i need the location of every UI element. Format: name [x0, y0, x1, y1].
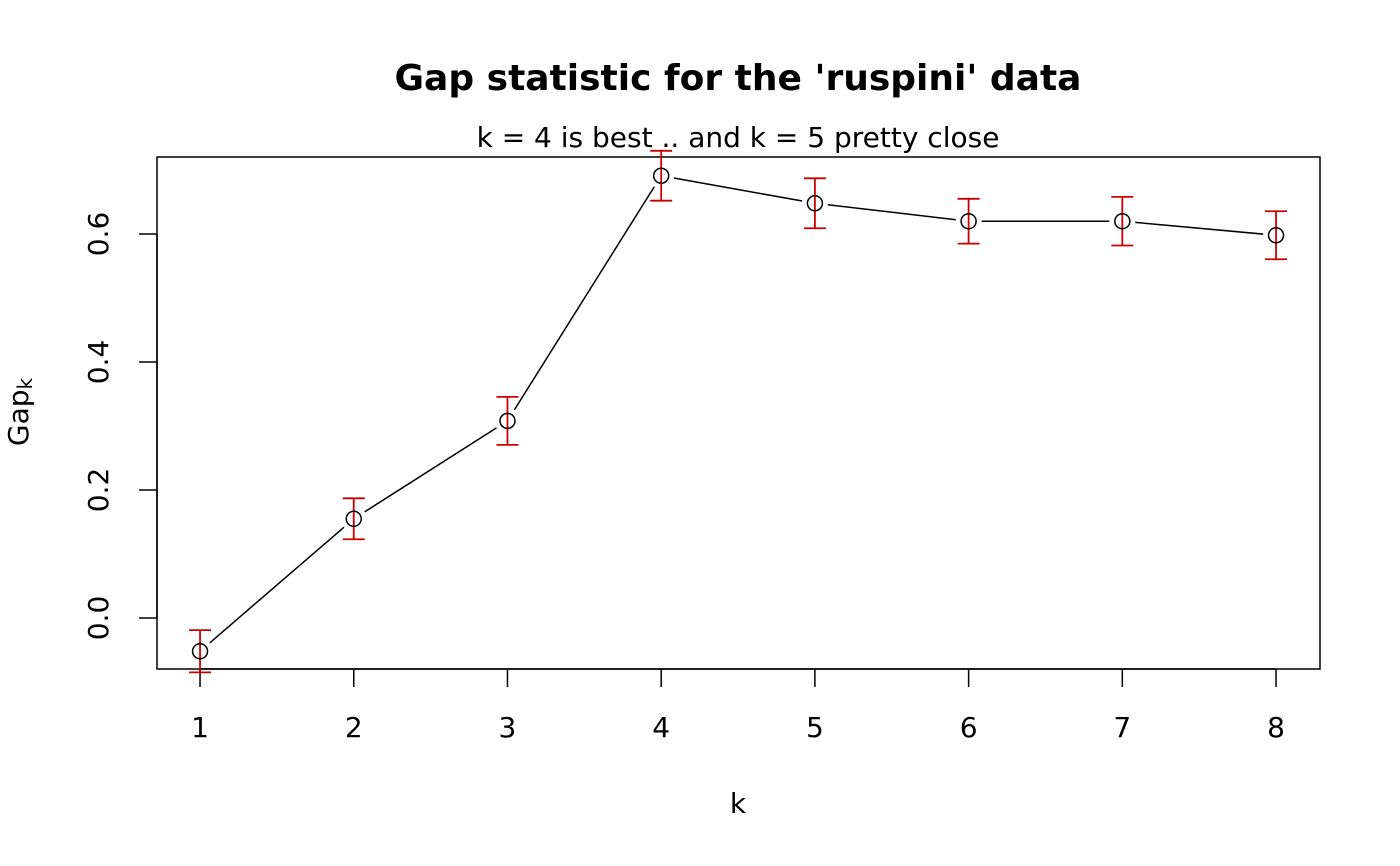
y-tick-label: 0.6 [82, 212, 115, 257]
x-tick-label: 6 [960, 711, 978, 744]
x-tick-label: 1 [191, 711, 209, 744]
plot-frame [156, 156, 1321, 670]
point [191, 643, 209, 660]
y-tick-label: 0.4 [82, 340, 115, 385]
error-bar [189, 629, 212, 674]
error-bar [496, 395, 519, 446]
point [499, 412, 516, 430]
point [1114, 212, 1131, 230]
x-tick-label: 2 [345, 711, 363, 744]
x-tick-label: 4 [652, 711, 670, 744]
point [960, 212, 977, 230]
x-tick-label: 7 [1113, 711, 1131, 744]
x-tick-label: 8 [1267, 711, 1285, 744]
y-label-subscript: k [13, 377, 37, 389]
point [1267, 227, 1285, 244]
error-bar [957, 197, 980, 245]
y-tick-label: 0.2 [82, 468, 115, 513]
error-bar [650, 149, 673, 202]
y-tick-label: 0.0 [82, 596, 115, 641]
error-bar [803, 177, 826, 230]
point [652, 167, 670, 185]
x-tick-label: 5 [806, 711, 824, 744]
chart-title: Gap statistic for the 'ruspini' data [395, 58, 1082, 99]
x-axis-label: k [730, 787, 747, 820]
chart-subtitle: k = 4 is best .. and k = 5 pretty close [477, 121, 1000, 154]
x-tick-label: 3 [499, 711, 517, 744]
error-bar [1111, 195, 1134, 247]
error-bar [1265, 210, 1288, 261]
y-label-text: Gap [2, 389, 35, 446]
point [806, 195, 824, 212]
point [345, 510, 363, 528]
error-bar [342, 497, 365, 541]
y-axis-label: Gapk [2, 377, 37, 446]
data-line [199, 174, 1277, 652]
